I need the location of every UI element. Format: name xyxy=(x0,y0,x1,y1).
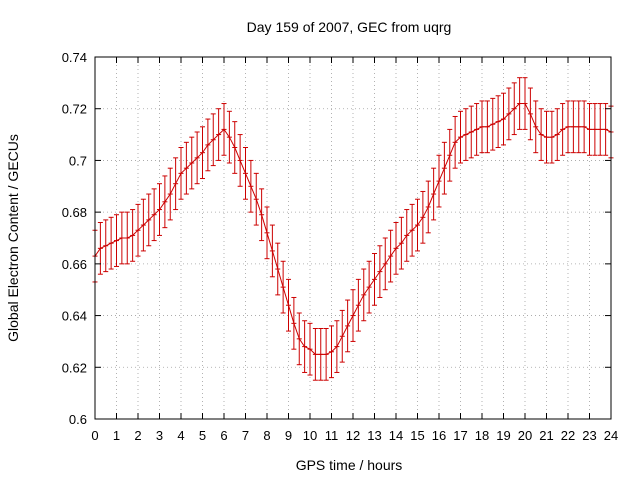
x-tick-label: 15 xyxy=(410,428,424,443)
x-tick-label: 13 xyxy=(367,428,381,443)
x-tick-label: 17 xyxy=(453,428,467,443)
x-tick-label: 5 xyxy=(199,428,206,443)
x-tick-label: 20 xyxy=(518,428,532,443)
x-tick-label: 12 xyxy=(346,428,360,443)
y-axis-label: Global Electron Content / GECUs xyxy=(5,134,21,342)
y-tick-label: 0.72 xyxy=(62,102,87,117)
x-tick-label: 4 xyxy=(177,428,184,443)
axis-ticks: 0 1 2 3 4 5 6 7 8 9 10 11 12 13 14 15 16 17 18 19 20 21 22 23 24… xyxy=(62,50,619,443)
y-tick-label: 0.68 xyxy=(62,205,87,220)
x-tick-label: 2 xyxy=(134,428,141,443)
x-tick-label: 0 xyxy=(91,428,98,443)
y-tick-label: 0.7 xyxy=(69,153,87,168)
x-tick-label: 3 xyxy=(156,428,163,443)
x-tick-label: 22 xyxy=(561,428,575,443)
x-tick-label: 18 xyxy=(475,428,489,443)
x-tick-label: 24 xyxy=(604,428,618,443)
y-tick-label: 0.74 xyxy=(62,50,87,65)
x-tick-label: 11 xyxy=(325,428,339,443)
chart-title: Day 159 of 2007, GEC from uqrg xyxy=(247,19,452,35)
y-tick-label: 0.66 xyxy=(62,257,87,272)
y-tick-label: 0.62 xyxy=(62,360,87,375)
x-tick-label: 8 xyxy=(263,428,270,443)
grid xyxy=(95,57,611,419)
y-tick-label: 0.64 xyxy=(62,309,87,324)
x-tick-label: 10 xyxy=(303,428,317,443)
x-tick-label: 16 xyxy=(432,428,446,443)
x-tick-label: 7 xyxy=(242,428,249,443)
data-series xyxy=(92,77,614,381)
x-tick-label: 19 xyxy=(496,428,510,443)
x-tick-label: 9 xyxy=(285,428,292,443)
x-tick-label: 1 xyxy=(113,428,120,443)
x-tick-label: 23 xyxy=(582,428,596,443)
x-tick-label: 6 xyxy=(220,428,227,443)
y-tick-label: 0.6 xyxy=(69,412,87,427)
x-tick-label: 14 xyxy=(389,428,403,443)
x-tick-label: 21 xyxy=(539,428,553,443)
x-axis-label: GPS time / hours xyxy=(296,457,403,473)
